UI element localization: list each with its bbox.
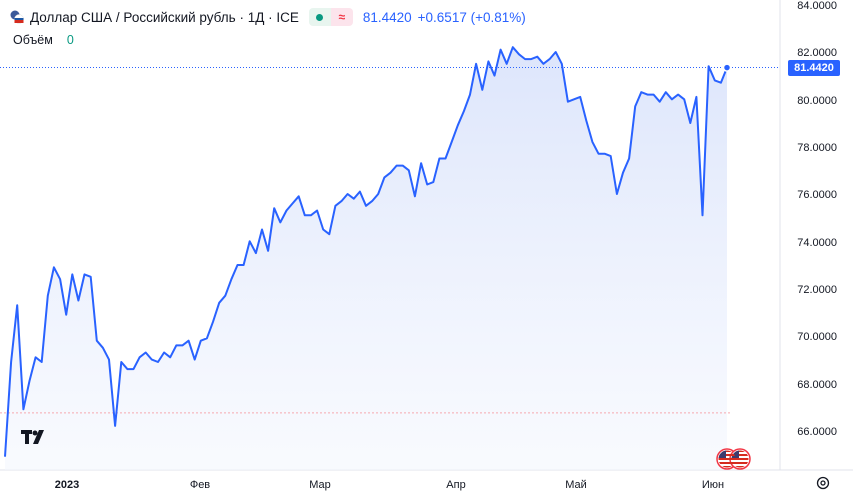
y-tick-label: 68.0000 xyxy=(797,378,837,391)
last-point-marker xyxy=(722,63,732,72)
market-status-badge[interactable] xyxy=(308,8,331,26)
volume-value: 0 xyxy=(66,33,74,47)
symbol-title[interactable]: Доллар США / Российский рубль · 1Д · ICE xyxy=(30,9,299,25)
flag-icon xyxy=(10,10,24,24)
delayed-data-badge[interactable]: ≈ xyxy=(330,8,353,26)
chart-header: Доллар США / Российский рубль · 1Д · ICE… xyxy=(10,8,526,26)
volume-label: Объём xyxy=(13,33,53,47)
y-tick-label: 76.0000 xyxy=(797,189,837,202)
gear-icon[interactable] xyxy=(815,475,831,491)
x-tick-label: Май xyxy=(565,479,587,491)
us-flag-event-icon[interactable] xyxy=(715,447,755,471)
y-tick-label: 72.0000 xyxy=(797,284,837,296)
price-change: +0.6517 (+0.81%) xyxy=(417,9,526,25)
y-tick-label: 80.0000 xyxy=(797,94,837,107)
series-line[interactable] xyxy=(4,46,728,457)
y-tick-label: 78.0000 xyxy=(797,142,837,154)
tradingview-logo-icon[interactable] xyxy=(20,427,50,451)
x-tick-label: Фев xyxy=(189,479,211,491)
volume-indicator[interactable]: Объём 0 xyxy=(13,33,74,47)
last-price: 81.4420 xyxy=(362,9,412,25)
x-tick-label: 2023 xyxy=(54,479,80,491)
y-tick-label: 66.0000 xyxy=(797,426,837,438)
y-tick-label: 70.0000 xyxy=(797,331,837,344)
y-tick-label: 82.0000 xyxy=(797,47,837,60)
last-price-tag: 81.4420 xyxy=(788,59,840,76)
x-tick-label: Мар xyxy=(309,479,331,491)
x-tick-label: Июн xyxy=(701,479,725,491)
area-fill xyxy=(5,47,727,470)
x-tick-label: Апр xyxy=(446,479,466,491)
y-tick-label: 74.0000 xyxy=(797,236,837,249)
y-tick-label: 84.0000 xyxy=(797,0,837,12)
